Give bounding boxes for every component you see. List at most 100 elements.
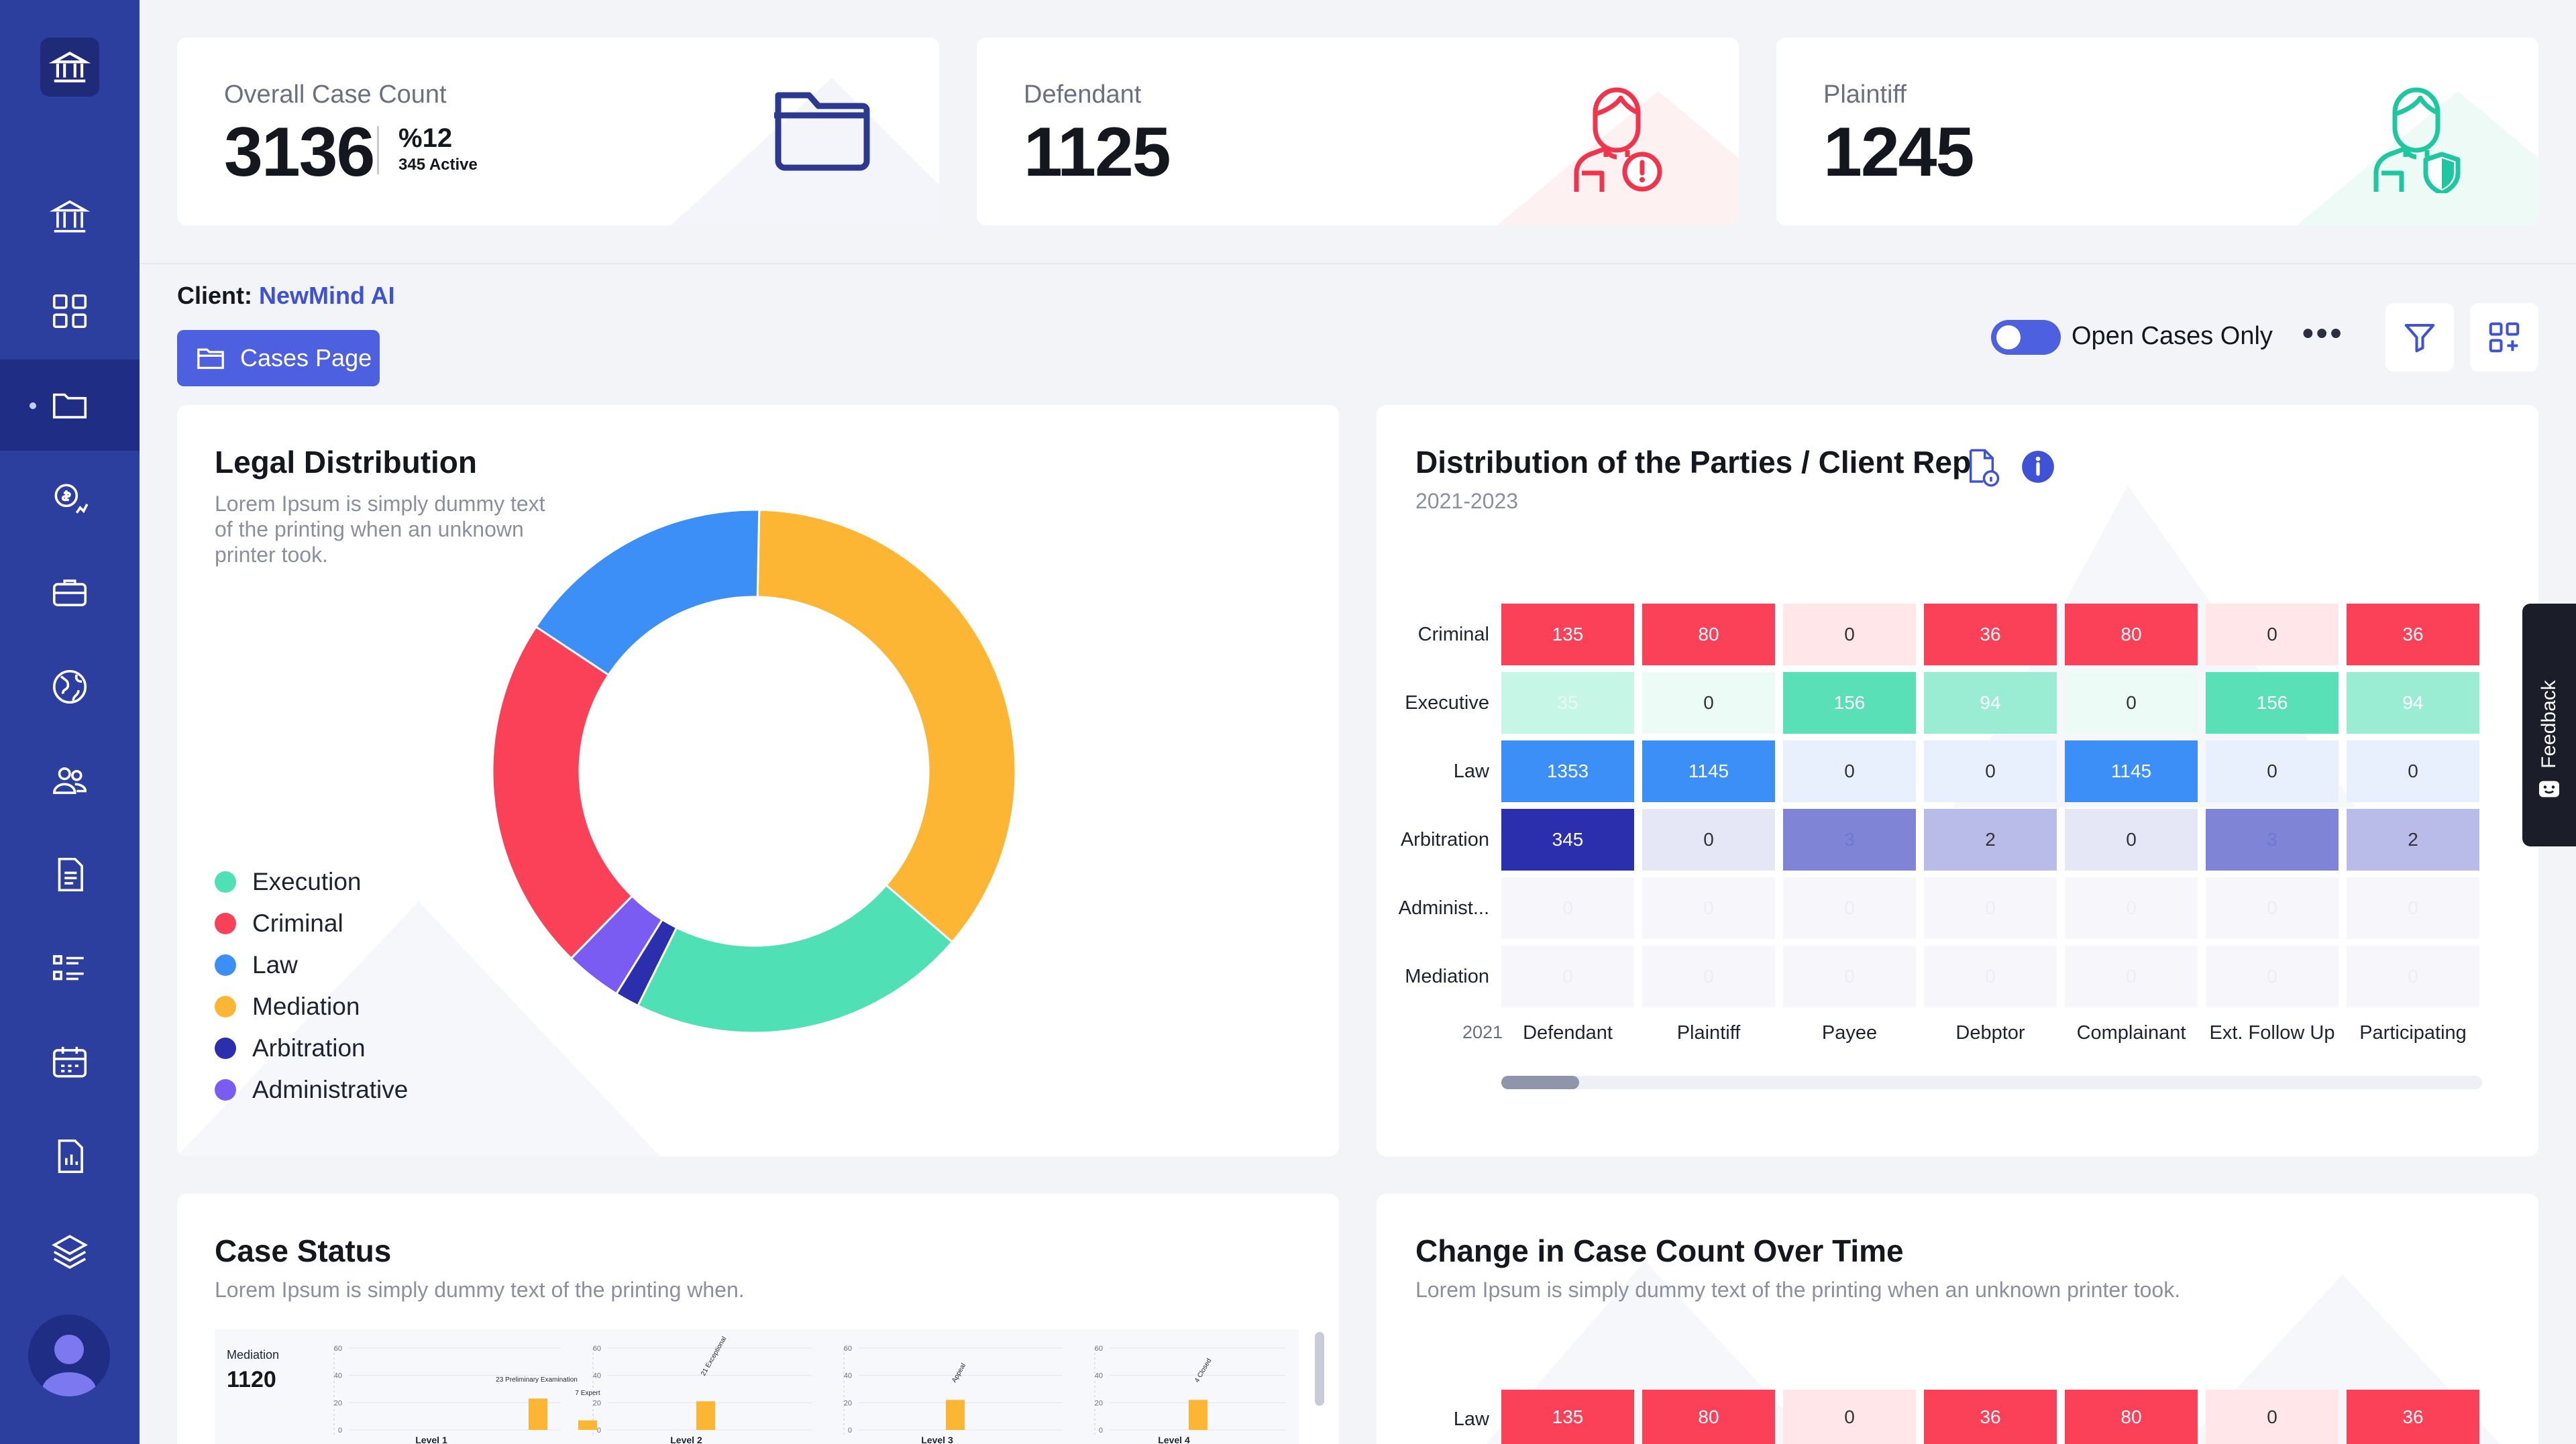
legend-item-law[interactable]: Law (215, 944, 408, 986)
heatmap-cell[interactable]: 0 (2065, 877, 2198, 939)
client-name[interactable]: NewMind AI (259, 282, 395, 309)
status-bar[interactable] (946, 1400, 965, 1430)
heatmap-cell[interactable]: 2 (1924, 809, 2057, 871)
heatmap-cell[interactable]: 94 (2347, 672, 2479, 734)
heatmap-cell[interactable]: 0 (1501, 877, 1634, 939)
level-label: Level 4 (1158, 1435, 1190, 1444)
app-logo[interactable] (40, 38, 99, 97)
nav-tasks[interactable] (0, 923, 140, 1014)
feedback-chat-icon (2539, 781, 2559, 797)
nav-globe[interactable] (0, 641, 140, 732)
heatmap-cell[interactable]: 0 (2347, 946, 2479, 1007)
status-bar[interactable] (578, 1420, 597, 1430)
heatmap-cell[interactable]: 0 (1783, 877, 1916, 939)
heatmap-cell[interactable]: 156 (1783, 672, 1916, 734)
change-heat-cell[interactable]: 0 (2206, 1390, 2339, 1444)
change-heat-cell[interactable]: 0 (1783, 1390, 1916, 1444)
heatmap-cell[interactable]: 0 (1783, 604, 1916, 665)
more-options-button[interactable]: ••• (2302, 316, 2345, 351)
legal-distribution-donut-chart[interactable] (479, 496, 1029, 1046)
donut-slice-mediation[interactable] (756, 508, 1017, 944)
heatmap-cell[interactable]: 135 (1501, 604, 1634, 665)
heatmap-cell[interactable]: 0 (2206, 604, 2339, 665)
bar-annotation: 4 Closed (1193, 1357, 1213, 1384)
nav-finance[interactable] (0, 453, 140, 545)
heatmap-cell[interactable]: 0 (2206, 740, 2339, 802)
defendant-card[interactable]: Defendant 1125 (977, 38, 1739, 225)
change-heat-cell[interactable]: 80 (2065, 1390, 2198, 1444)
heatmap-cell[interactable]: 1145 (2065, 740, 2198, 802)
heatmap-cell[interactable]: 0 (1642, 877, 1775, 939)
heatmap-cell[interactable]: 0 (1642, 672, 1775, 734)
heatmap-cell[interactable]: 36 (1924, 604, 2057, 665)
heatmap-cell[interactable]: 345 (1501, 809, 1634, 871)
heatmap-cell[interactable]: 0 (2206, 877, 2339, 939)
nav-calendar[interactable] (0, 1017, 140, 1108)
heatmap-cell[interactable]: 156 (2206, 672, 2339, 734)
heatmap-cell[interactable]: 0 (1501, 946, 1634, 1007)
open-cases-toggle[interactable] (1991, 320, 2061, 355)
feedback-tab[interactable]: Feedback (2522, 604, 2576, 846)
heatmap-cell[interactable]: 3 (1783, 809, 1916, 871)
heatmap-cell[interactable]: 0 (1783, 946, 1916, 1007)
legend-item-mediation[interactable]: Mediation (215, 986, 408, 1028)
heatmap-cell[interactable]: 0 (1642, 946, 1775, 1007)
heatmap-cell[interactable]: 80 (2065, 604, 2198, 665)
nav-cases[interactable] (0, 359, 140, 451)
info-icon[interactable] (2021, 449, 2055, 484)
heatmap-cell[interactable]: 80 (1642, 604, 1775, 665)
heatmap-cell[interactable]: 0 (2065, 809, 2198, 871)
donut-slice-execution[interactable] (636, 883, 954, 1034)
subtitle-line: of the printing when an unknown (215, 517, 524, 541)
nav-layers[interactable] (0, 1205, 140, 1296)
nav-briefcase[interactable] (0, 547, 140, 638)
heatmap-cell[interactable]: 35 (1501, 672, 1634, 734)
status-bar[interactable] (529, 1398, 547, 1430)
heatmap-cell[interactable]: 1145 (1642, 740, 1775, 802)
heatmap-cell[interactable]: 0 (1924, 740, 2057, 802)
heatmap-scrollbar-track[interactable] (1501, 1076, 2482, 1089)
heatmap-cell[interactable]: 0 (2065, 946, 2198, 1007)
change-heat-cell[interactable]: 36 (2347, 1390, 2479, 1444)
legend-item-criminal[interactable]: Criminal (215, 903, 408, 944)
heatmap-cell[interactable]: 0 (2065, 672, 2198, 734)
legend-item-administrative[interactable]: Administrative (215, 1069, 408, 1111)
plaintiff-card[interactable]: Plaintiff 1245 (1776, 38, 2538, 225)
heatmap-cell[interactable]: 0 (2347, 877, 2479, 939)
change-heat-cell[interactable]: 80 (1642, 1390, 1775, 1444)
heatmap-cell[interactable]: 0 (1924, 877, 2057, 939)
status-bar[interactable] (1189, 1400, 1208, 1430)
heatmap-cell[interactable]: 2 (2347, 809, 2479, 871)
add-widget-button[interactable] (2470, 303, 2538, 372)
heatmap-cell[interactable]: 0 (2347, 740, 2479, 802)
document-info-icon[interactable] (1963, 447, 2000, 488)
change-heat-cell[interactable]: 36 (1924, 1390, 2057, 1444)
nav-documents[interactable] (0, 829, 140, 920)
overall-percent: %12 (398, 123, 453, 153)
heatmap-cell[interactable]: 0 (1642, 809, 1775, 871)
nav-reports[interactable] (0, 1111, 140, 1202)
case-status-scrollbar[interactable] (1315, 1332, 1324, 1406)
donut-slice-law[interactable] (534, 508, 761, 677)
heatmap-cell[interactable]: 3 (2206, 809, 2339, 871)
heatmap-cell[interactable]: 0 (2206, 946, 2339, 1007)
overall-case-count-card[interactable]: Overall Case Count 3136 %12 345 Active (177, 38, 939, 225)
donut-slice-criminal[interactable] (491, 625, 634, 960)
filter-button[interactable] (2385, 303, 2454, 372)
heatmap-cell[interactable]: 94 (1924, 672, 2057, 734)
heatmap-cell[interactable]: 1353 (1501, 740, 1634, 802)
status-bar[interactable] (696, 1401, 715, 1430)
legend-item-arbitration[interactable]: Arbitration (215, 1028, 408, 1069)
user-avatar[interactable] (28, 1315, 110, 1396)
legend-label: Administrative (252, 1076, 409, 1103)
heatmap-cell[interactable]: 0 (1924, 946, 2057, 1007)
nav-courthouse[interactable] (0, 172, 140, 263)
change-heat-cell[interactable]: 135 (1501, 1390, 1634, 1444)
nav-dashboard[interactable] (0, 266, 140, 357)
cases-page-button[interactable]: Cases Page (177, 330, 380, 386)
heatmap-cell[interactable]: 0 (1783, 740, 1916, 802)
nav-users[interactable] (0, 735, 140, 826)
legend-item-execution[interactable]: Execution (215, 861, 408, 903)
heatmap-cell[interactable]: 36 (2347, 604, 2479, 665)
heatmap-scrollbar-thumb[interactable] (1501, 1076, 1579, 1089)
